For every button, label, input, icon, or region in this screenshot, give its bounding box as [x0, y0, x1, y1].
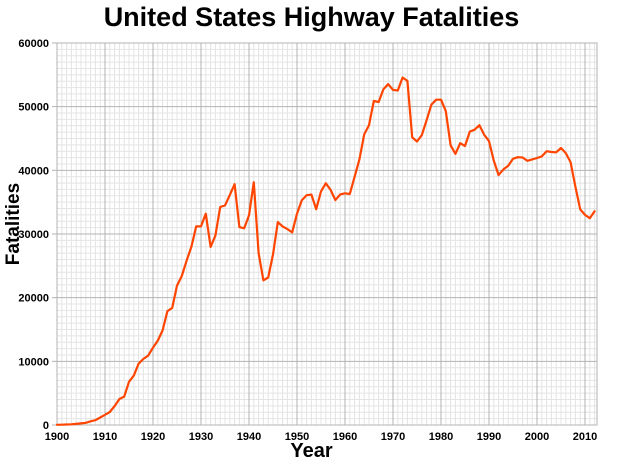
- x-tick-label: 1970: [381, 431, 405, 443]
- x-axis-label: Year: [290, 440, 333, 462]
- y-tick-label: 50000: [18, 102, 49, 114]
- x-tick-label: 2000: [525, 431, 549, 443]
- y-tick-label: 0: [43, 420, 49, 432]
- y-tick-label: 10000: [18, 356, 49, 368]
- x-tick-label: 1940: [237, 431, 261, 443]
- x-tick-label: 1980: [429, 431, 453, 443]
- x-tick-label: 1960: [333, 431, 357, 443]
- x-tick-label: 1950: [285, 431, 309, 443]
- y-axis-label: Fatalities: [3, 182, 24, 266]
- chart-title: United States Highway Fatalities: [103, 2, 520, 32]
- x-tick-label: 2010: [573, 431, 597, 443]
- x-tick-label: 1930: [189, 431, 213, 443]
- x-tick-label: 1990: [477, 431, 501, 443]
- x-tick-label: 1910: [93, 431, 117, 443]
- x-tick-label: 1900: [45, 431, 69, 443]
- y-tick-label: 40000: [18, 165, 49, 177]
- x-tick-label: 1920: [141, 431, 165, 443]
- y-tick-label: 20000: [18, 293, 49, 305]
- y-tick-label: 30000: [18, 229, 49, 241]
- data-line-highway-fatalities: [55, 76, 596, 426]
- y-tick-label: 60000: [18, 38, 49, 50]
